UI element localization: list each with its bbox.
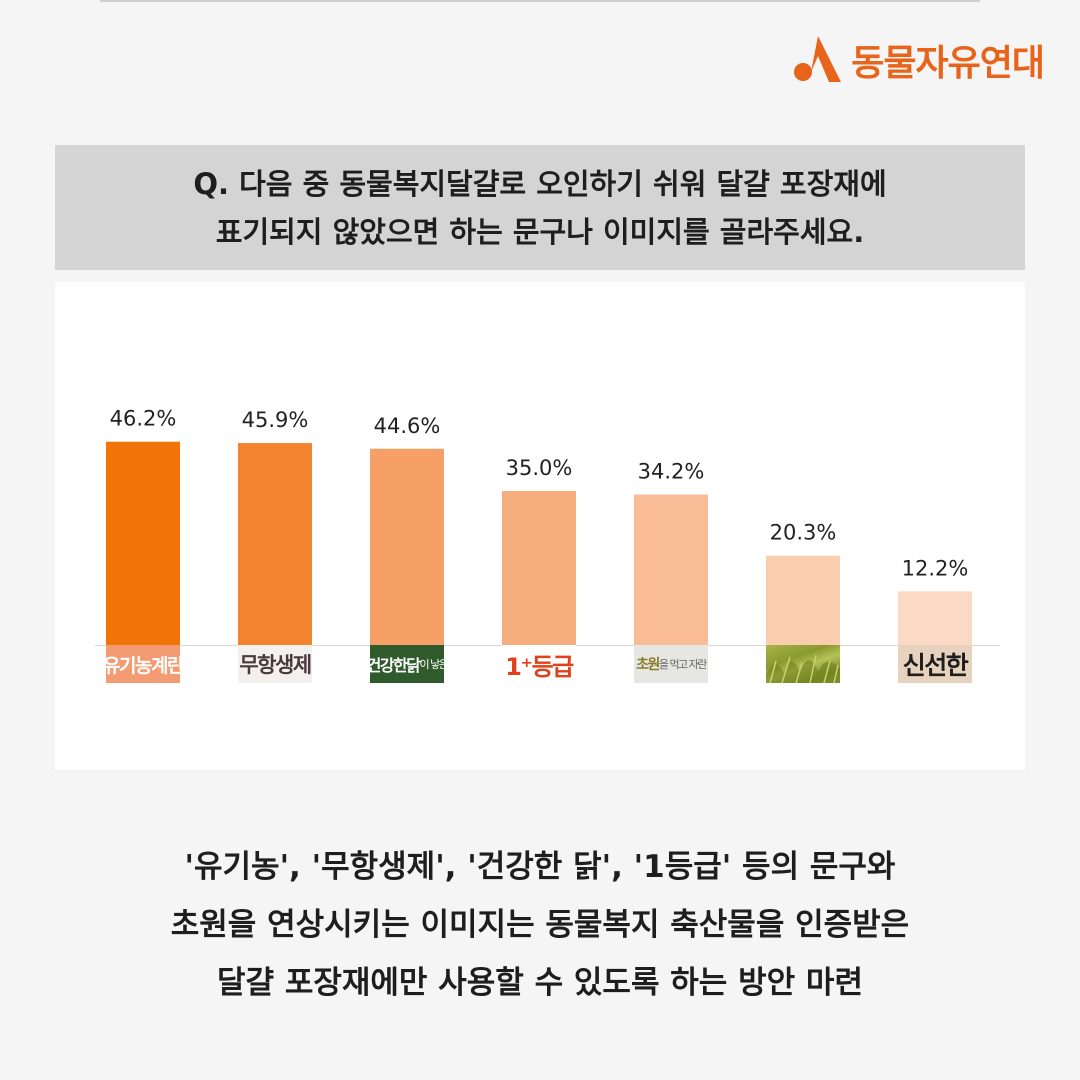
data-label-2: 45.9%	[242, 408, 309, 432]
category-label-subtext: 을 먹고 자란	[658, 658, 708, 671]
animal-freedom-logo-icon	[794, 36, 842, 82]
category-label-antibiotic-free: 무항생제	[238, 645, 312, 683]
top-divider	[100, 0, 980, 2]
category-label-grade-1plus: 1⁺등급	[502, 645, 576, 683]
bar-chart: 46.2% 45.9% 44.6% 35.0% 34.2% 20.3% 12.2%	[95, 407, 1000, 646]
category-label-text: 신선한	[902, 651, 969, 680]
bar-7	[898, 591, 972, 645]
category-label-text: 무항생제	[239, 653, 312, 677]
data-label-3: 44.6%	[374, 414, 441, 438]
category-label-text: 초원	[636, 657, 660, 673]
bar-2	[238, 443, 312, 645]
category-label-meadow-image	[766, 645, 840, 683]
category-label-subtext: 이 낳은	[419, 658, 444, 671]
conclusion-line-2: 초원을 연상시키는 이미지는 동물복지 축산물을 인증받은	[170, 907, 910, 943]
conclusion-text: '유기농', '무항생제', '건강한 닭', '1등급' 등의 문구와 초원을…	[40, 838, 1040, 1012]
bar-1	[106, 441, 180, 645]
meadow-icon	[766, 654, 840, 683]
brand-name: 동물자유연대	[851, 43, 1045, 84]
conclusion-line-3: 달걀 포장재에만 사용할 수 있도록 하는 방안 마련	[217, 965, 863, 1001]
category-label-text: 건강한닭	[370, 656, 421, 675]
data-label-4: 35.0%	[506, 456, 573, 480]
conclusion-line-1: '유기농', '무항생제', '건강한 닭', '1등급' 등의 문구와	[184, 849, 896, 885]
question-line-1: Q. 다음 중 동물복지달걀로 오인하기 쉬워 달걀 포장재에	[193, 166, 887, 201]
data-label-6: 20.3%	[770, 521, 837, 545]
data-label-5: 34.2%	[638, 460, 705, 484]
category-label-fresh: 신선한	[898, 645, 972, 683]
category-label-organic: 유기농계란	[106, 645, 180, 683]
data-label-7: 12.2%	[902, 556, 969, 580]
category-label-grass-fed: 초원 을 먹고 자란	[634, 645, 708, 683]
question-box: Q. 다음 중 동물복지달걀로 오인하기 쉬워 달걀 포장재에 표기되지 않았으…	[55, 145, 1025, 270]
bar-5	[634, 494, 708, 645]
brand-logo: 동물자유연대	[791, 34, 1045, 86]
category-label-text: 유기농계란	[106, 654, 180, 677]
data-label-1: 46.2%	[110, 407, 177, 431]
bar-6	[766, 555, 840, 645]
category-label-text: 1⁺등급	[505, 652, 574, 681]
bar-3	[370, 448, 444, 645]
chart-panel: 46.2% 45.9% 44.6% 35.0% 34.2% 20.3% 12.2% 유기농계…	[55, 282, 1025, 770]
question-line-2: 표기되지 않았으면 하는 문구나 이미지를 골라주세요.	[215, 214, 865, 249]
category-label-healthy-hen: 건강한닭 이 낳은	[370, 645, 444, 683]
bar-4	[502, 491, 576, 645]
